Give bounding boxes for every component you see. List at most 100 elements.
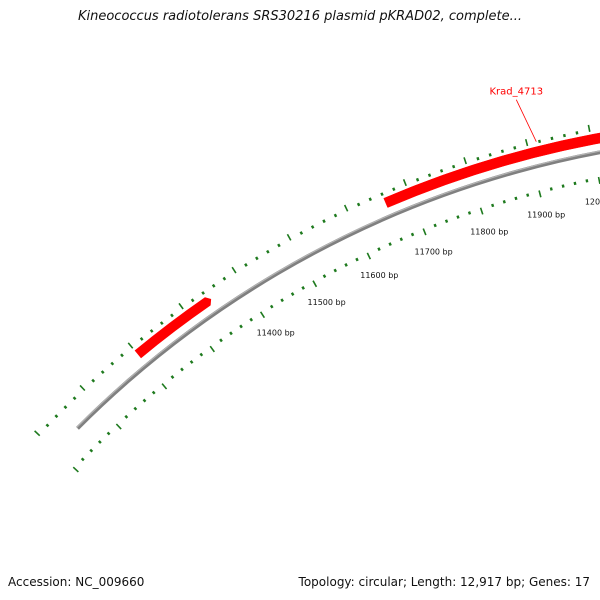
minor-tick <box>392 187 396 192</box>
minor-tick <box>356 202 361 207</box>
minor-tick <box>80 457 85 462</box>
major-tick <box>587 124 591 132</box>
minor-tick <box>377 247 381 251</box>
minor-tick <box>333 213 338 218</box>
scale-label: 12000 bp <box>585 197 600 206</box>
minor-tick <box>456 215 460 219</box>
minor-tick <box>310 225 315 229</box>
minor-tick <box>537 139 542 144</box>
minor-tick <box>249 317 254 322</box>
accession-label: Accession: NC_009660 <box>8 575 145 589</box>
minor-tick <box>159 321 164 326</box>
gene-label[interactable]: Krad_4713 <box>489 87 543 98</box>
scale-label: 11800 bp <box>470 227 508 236</box>
minor-tick <box>333 268 338 273</box>
minor-tick <box>355 257 359 262</box>
major-tick <box>312 280 318 288</box>
major-tick <box>366 252 372 260</box>
map-title: Kineococcus radiotolerans SRS30216 plasm… <box>77 9 523 24</box>
minor-tick <box>139 337 144 341</box>
minor-tick <box>575 131 579 135</box>
major-tick <box>422 228 427 236</box>
scale-label: 11500 bp <box>308 298 346 307</box>
minor-tick <box>133 406 138 411</box>
minor-tick <box>239 324 243 329</box>
minor-tick <box>410 232 415 237</box>
plasmid-backbone <box>76 150 600 430</box>
major-tick <box>79 384 86 392</box>
inner-tick-ring <box>72 176 600 473</box>
major-tick <box>161 383 168 390</box>
minor-tick <box>322 219 326 224</box>
gene-arrow-partial[interactable] <box>134 297 212 359</box>
minor-tick <box>322 274 327 279</box>
major-tick <box>178 302 184 310</box>
minor-tick <box>550 136 554 141</box>
scale-label: 11400 bp <box>257 328 295 337</box>
minor-tick <box>100 370 105 375</box>
minor-tick <box>170 313 174 318</box>
minor-tick <box>199 352 204 357</box>
minor-tick <box>149 329 154 333</box>
minor-tick <box>388 242 392 246</box>
minor-tick <box>380 192 384 197</box>
minor-tick <box>526 193 530 197</box>
minor-tick <box>201 291 205 295</box>
scale-label: 11900 bp <box>527 211 565 220</box>
minor-tick <box>500 149 505 154</box>
minor-tick <box>110 361 115 366</box>
minor-tick <box>229 331 233 336</box>
major-tick <box>402 178 407 187</box>
minor-tick <box>54 414 59 419</box>
minor-tick <box>467 211 472 215</box>
minor-tick <box>120 353 124 358</box>
minor-tick <box>63 405 68 410</box>
major-tick <box>343 204 349 212</box>
minor-tick <box>97 440 102 444</box>
major-tick <box>115 423 122 430</box>
minor-tick <box>277 243 281 248</box>
major-tick <box>259 311 266 319</box>
minor-tick <box>368 197 372 202</box>
major-tick <box>524 138 529 147</box>
minor-tick <box>222 276 227 281</box>
major-tick <box>34 430 41 437</box>
minor-tick <box>255 256 259 261</box>
minor-tick <box>301 286 305 290</box>
minor-tick <box>266 249 270 254</box>
major-tick <box>538 190 542 198</box>
minor-tick <box>45 423 50 428</box>
major-tick <box>286 233 292 241</box>
minor-tick <box>124 414 129 419</box>
minor-tick <box>244 263 248 267</box>
minor-tick <box>142 398 147 403</box>
minor-tick <box>72 396 77 401</box>
minor-tick <box>573 181 577 186</box>
gene-leader-line <box>515 99 537 142</box>
minor-tick <box>513 146 517 150</box>
minor-tick <box>488 153 492 157</box>
minor-tick <box>427 173 432 178</box>
minor-tick <box>151 390 156 395</box>
genome-summary: Topology: circular; Length: 12,917 bp; G… <box>298 575 590 589</box>
minor-tick <box>170 375 175 379</box>
minor-tick <box>439 169 444 173</box>
minor-tick <box>433 223 437 228</box>
minor-tick <box>585 179 589 183</box>
minor-tick <box>561 184 565 188</box>
major-tick <box>479 207 484 215</box>
minor-tick <box>491 203 495 208</box>
gene-arrow-krad-4713[interactable] <box>383 129 600 208</box>
minor-tick <box>219 338 223 343</box>
major-tick <box>463 157 467 165</box>
major-tick <box>231 266 237 274</box>
scale-label: 11600 bp <box>360 271 398 280</box>
minor-tick <box>91 378 96 383</box>
outer-tick-ring <box>34 124 591 437</box>
gene-features: Krad_4713Krad_4714 <box>134 87 600 359</box>
minor-tick <box>180 367 184 372</box>
minor-tick <box>89 448 94 453</box>
minor-tick <box>476 156 480 161</box>
minor-tick <box>399 237 403 242</box>
